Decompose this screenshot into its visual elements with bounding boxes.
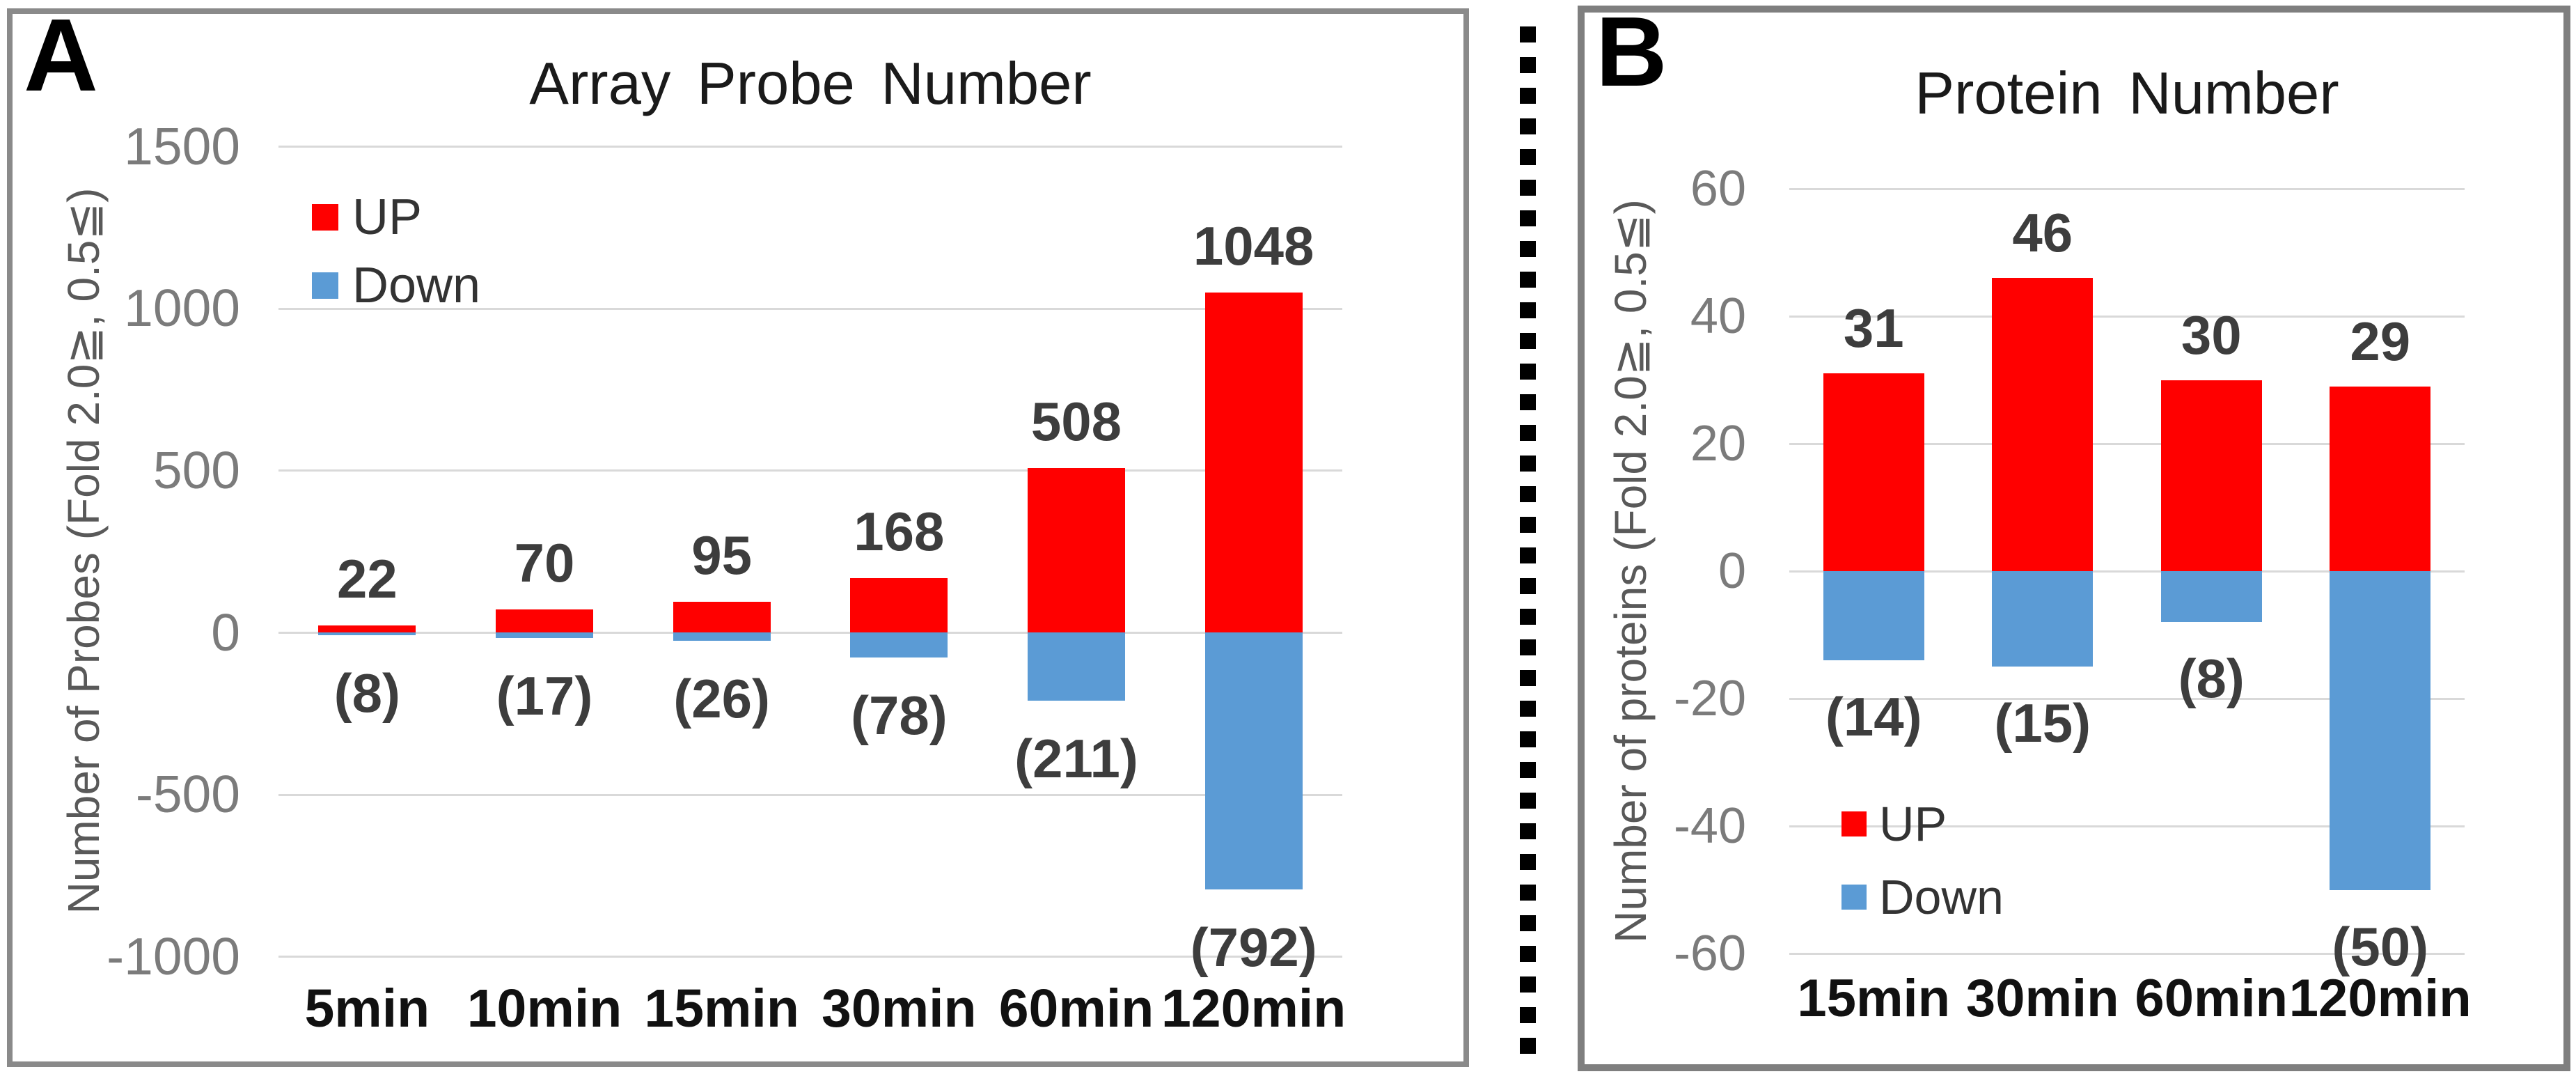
gridline [278, 469, 1342, 472]
gridline [278, 146, 1342, 148]
panel-a: A Array Probe Number Number of Probes (F… [7, 4, 1469, 1067]
legend-up-label: UP [352, 189, 423, 245]
down-series-swatch-icon [1841, 885, 1867, 910]
gridline [1789, 953, 2465, 955]
bar-value-label: 1048 [1193, 215, 1314, 277]
bar-value-label: 29 [2350, 310, 2411, 372]
x-category-label: 60min [2135, 969, 2288, 1029]
up-bar [850, 577, 948, 632]
panel-b: B Protein Number Number of proteins (Fol… [1578, 0, 2570, 1071]
gridline [278, 793, 1342, 796]
bar-value-label: 22 [336, 547, 398, 609]
bar-down-value-label: (50) [2332, 915, 2429, 977]
down-bar [496, 632, 593, 638]
y-tick-label: -20 [1673, 671, 1746, 726]
panel-b-corner-label: B [1596, 0, 1667, 107]
bar-value-label: 70 [514, 532, 575, 594]
bar-down-value-label: (792) [1190, 916, 1317, 978]
x-category-label: 30min [1965, 969, 2119, 1029]
down-series-swatch-icon [312, 272, 338, 299]
bar-down-value-label: (14) [1825, 686, 1922, 748]
panel-b-chart-title: Protein Number [1915, 61, 2339, 127]
bar-value-label: 30 [2181, 304, 2242, 366]
y-tick-label: 500 [152, 440, 240, 499]
gridline [1789, 570, 2465, 573]
up-bar [2330, 386, 2431, 571]
x-category-label: 5min [304, 978, 430, 1038]
y-tick-label: 60 [1690, 161, 1746, 217]
gridline [278, 632, 1342, 634]
x-category-label: 60min [998, 978, 1154, 1038]
y-tick-label: -500 [135, 765, 240, 824]
gridline [278, 956, 1342, 958]
bar-down-value-label: (8) [333, 662, 400, 724]
gridline [1789, 316, 2465, 318]
gridline [1789, 698, 2465, 700]
x-category-label: 10min [466, 978, 622, 1038]
bar-value-label: 508 [1030, 390, 1122, 452]
up-bar [1028, 467, 1125, 632]
up-bar [2160, 380, 2262, 571]
down-bar [673, 632, 771, 641]
bar-down-value-label: (17) [496, 664, 593, 726]
bar-value-label: 95 [691, 524, 753, 586]
y-tick-label: 0 [1718, 543, 1746, 599]
down-bar [1823, 571, 1924, 661]
up-bar [1823, 373, 1924, 571]
gridline [1789, 825, 2465, 827]
up-bar [318, 625, 416, 632]
up-bar [673, 601, 771, 632]
gridline [278, 307, 1342, 310]
panel-b-plot-area: 60 40 20 0 -20 -40 -60 31 (14) 46 (15) 30 (8) 29 (50) [1585, 13, 2563, 1064]
down-bar [2160, 571, 2262, 623]
bar-value-label: 31 [1843, 297, 1904, 359]
y-tick-label: -40 [1673, 798, 1746, 854]
y-tick-label: -1000 [107, 926, 240, 986]
x-category-label: 120min [1161, 978, 1346, 1038]
down-bar [2330, 571, 2431, 890]
down-bar [318, 632, 416, 635]
y-tick-label: 40 [1690, 288, 1746, 344]
x-category-label: 30min [822, 978, 977, 1038]
legend-up-label: UP [1879, 797, 1947, 851]
legend-down-label: Down [352, 258, 481, 313]
up-bar [496, 609, 593, 632]
legend-down-label: Down [1879, 870, 2004, 924]
down-bar [850, 632, 948, 658]
y-tick-label: 0 [211, 602, 240, 662]
bar-down-value-label: (78) [850, 685, 948, 747]
down-bar [1028, 632, 1125, 701]
x-category-label: 15min [1797, 969, 1951, 1029]
bar-value-label: 168 [854, 500, 945, 562]
x-category-label: 120min [2288, 969, 2472, 1029]
y-tick-label: 1500 [124, 116, 240, 176]
down-bar [1204, 632, 1303, 889]
bar-down-value-label: (8) [2178, 648, 2245, 710]
y-tick-label: 1000 [124, 279, 240, 338]
x-category-label: 15min [644, 978, 799, 1038]
up-series-swatch-icon [1841, 811, 1867, 836]
panel-a-plot-area: 1500 1000 500 0 -500 -1000 22 (8) 70 (17) 95 (26) 16… [13, 14, 1463, 1061]
bar-down-value-label: (26) [673, 668, 771, 730]
up-series-swatch-icon [312, 204, 338, 231]
panel-divider-dotted-line [1520, 26, 1536, 1068]
up-bar [1204, 293, 1303, 632]
bar-down-value-label: (15) [1994, 692, 2091, 754]
panel-a-corner-label: A [24, 0, 98, 113]
bar-down-value-label: (211) [1014, 728, 1138, 790]
gridline [1789, 443, 2465, 445]
panel-a-chart-title: Array Probe Number [529, 51, 1092, 117]
bar-value-label: 46 [2012, 202, 2073, 264]
y-tick-label: -60 [1673, 926, 1746, 981]
gridline [1789, 188, 2465, 190]
up-bar [1992, 278, 2094, 571]
y-tick-label: 20 [1690, 416, 1746, 472]
down-bar [1992, 571, 2094, 667]
